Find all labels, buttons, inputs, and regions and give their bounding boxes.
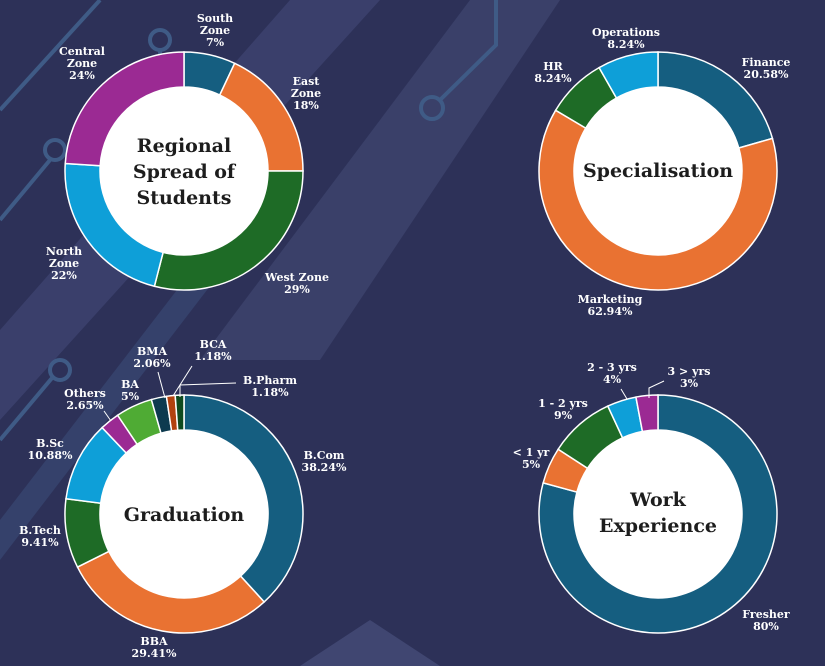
data-label-bma: BMA 2.06% [133, 345, 171, 370]
leader-line-bma [157, 371, 166, 399]
leader-lines [103, 365, 665, 422]
chart-title-work-experience: Work Experience [599, 489, 717, 537]
diagonal-stripe [200, 0, 560, 360]
diagonal-stripe [0, 260, 230, 560]
data-label-south-zone: South Zone 7% [196, 12, 234, 49]
data-label-bsc: B.Sc 10.88% [27, 437, 73, 462]
graduation-donut [64, 394, 304, 634]
data-label-central-zone: Central Zone 24% [59, 45, 105, 82]
chart-title-graduation: Graduation [123, 504, 245, 526]
data-label-ba: BA 5% [120, 378, 140, 403]
data-label-others: Others 2.65% [64, 387, 106, 412]
data-label-hr: HR 8.24% [534, 60, 572, 85]
chart-title-regional: Regional Spread of Students [132, 135, 236, 209]
data-label-fresher: Fresher 80% [742, 608, 790, 633]
data-label-bba: BBA 29.41% [131, 635, 177, 660]
donut-slice-marketing [538, 109, 778, 291]
chart-title-specialisation: Specialisation [582, 160, 734, 182]
leader-line-3-plus-yrs [648, 380, 665, 398]
donut-center [574, 87, 742, 255]
leader-line-others [103, 410, 112, 422]
data-label-less-1-yr: < 1 yr 5% [512, 446, 550, 471]
leader-line-bpharm [179, 382, 237, 397]
data-label-3-plus-yrs: 3 > yrs 3% [667, 365, 711, 390]
donut-center [100, 87, 268, 255]
data-label-bcom: B.Com 38.24% [301, 449, 347, 474]
data-label-east-zone: East Zone 18% [290, 75, 322, 112]
data-label-operations: Operations 8.24% [592, 26, 660, 51]
donut-center [574, 430, 742, 598]
data-label-west-zone: West Zone 29% [265, 271, 329, 296]
donut-center [100, 430, 268, 598]
leader-line-bca [172, 365, 193, 397]
leader-line-2-3-yrs [620, 388, 628, 400]
data-label-1-2-yrs: 1 - 2 yrs 9% [538, 397, 588, 422]
specialisation-donut [538, 51, 778, 291]
data-label-north-zone: North Zone 22% [45, 245, 83, 282]
circuit-lines [0, 0, 498, 442]
data-label-marketing: Marketing 62.94% [577, 293, 643, 318]
data-label-2-3-yrs: 2 - 3 yrs 4% [587, 361, 637, 386]
work-experience-donut [538, 394, 778, 634]
data-label-btech: B.Tech 9.41% [19, 524, 61, 549]
regional-spread-donut [64, 51, 304, 291]
data-label-finance: Finance 20.58% [741, 56, 791, 81]
data-label-bca: BCA 1.18% [194, 338, 232, 363]
corner-triangle [300, 620, 440, 666]
data-label-bpharm: B.Pharm 1.18% [243, 374, 297, 399]
